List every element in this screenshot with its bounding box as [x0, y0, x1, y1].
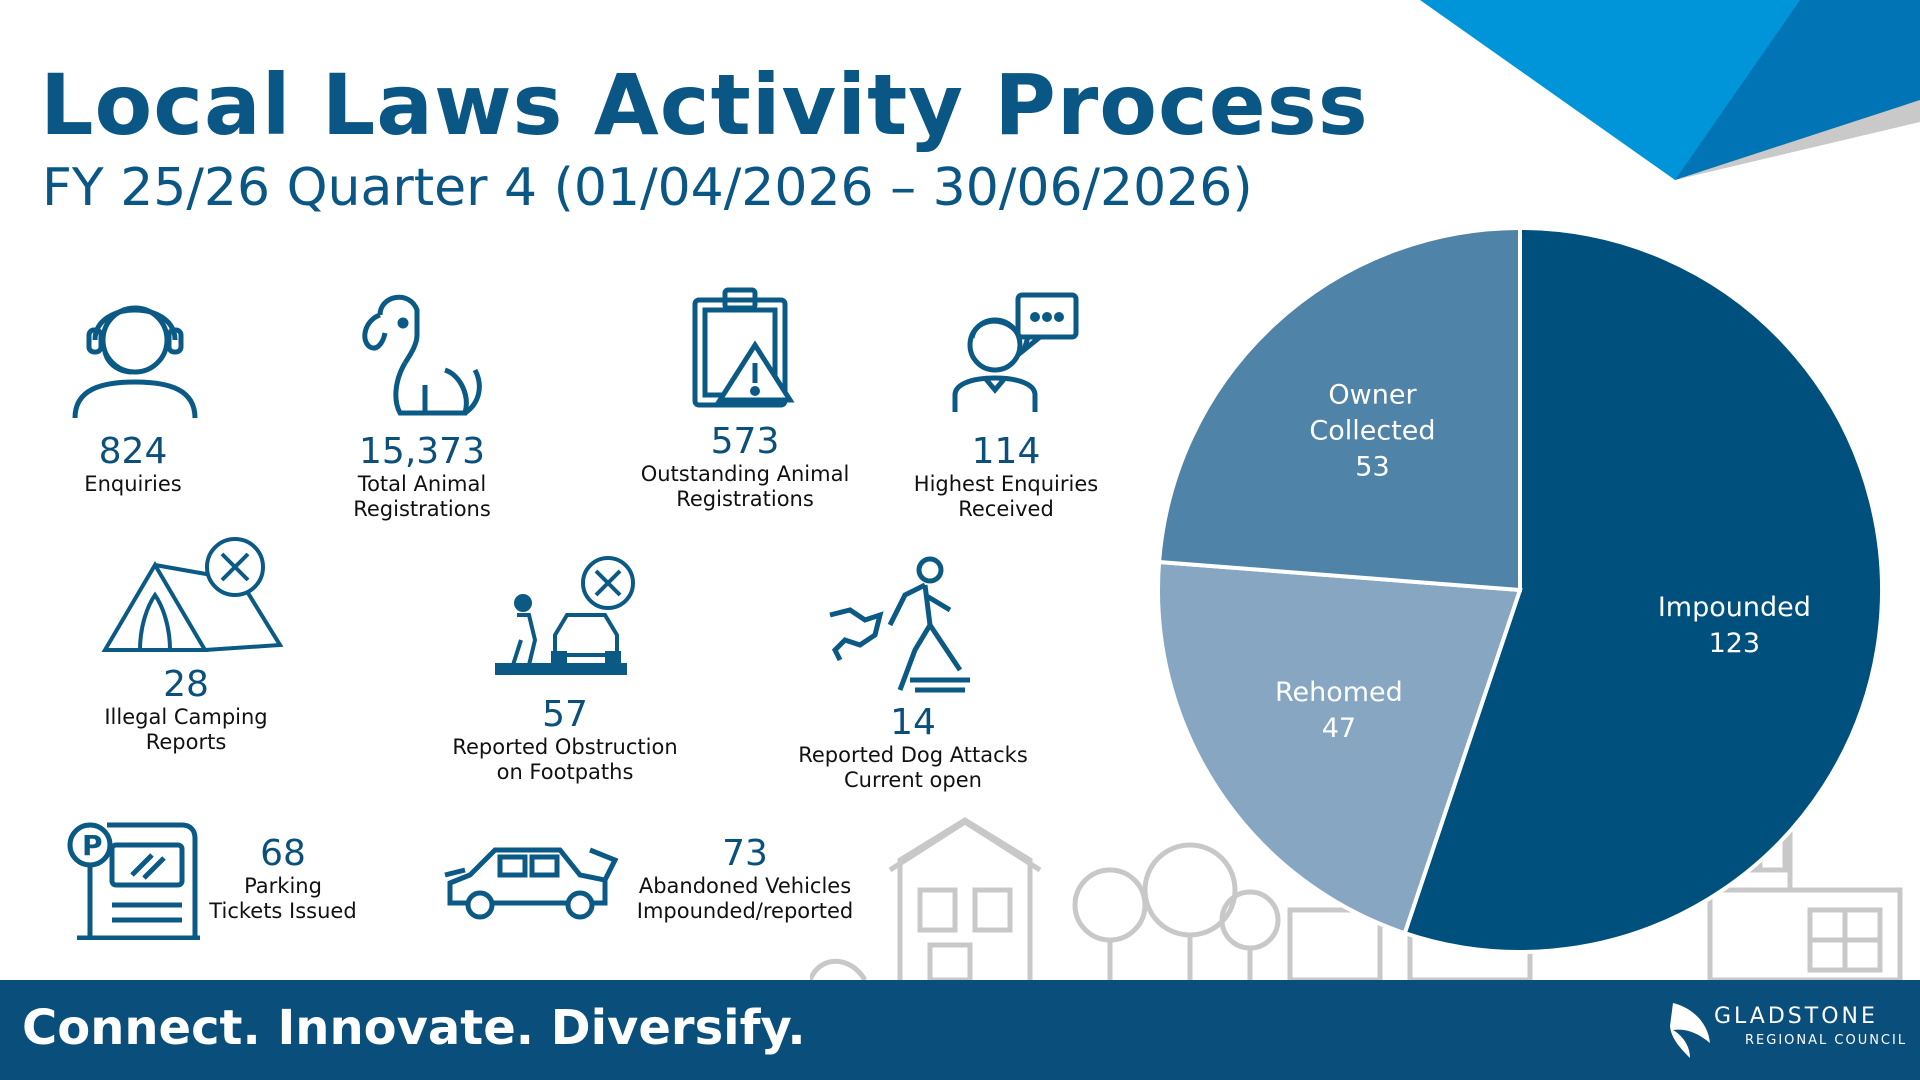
page-title: Local Laws Activity Process — [40, 56, 1369, 154]
stat-parking-tickets: 68 Parking Tickets Issued — [209, 834, 356, 924]
pie-label-rehomed: Rehomed 47 — [1275, 677, 1403, 744]
headset-person-icon — [72, 305, 198, 419]
stat-label: Enquiries — [84, 472, 182, 496]
stat-value: 68 — [260, 833, 306, 874]
footer-tagline: Connect. Innovate. Diversify. — [22, 1000, 806, 1056]
pie-label-impounded: Impounded 123 — [1658, 592, 1811, 659]
pie-slice-owner-collected — [1156, 225, 1522, 593]
tent-prohibited-icon — [101, 537, 284, 652]
stat-value: 28 — [163, 664, 209, 705]
stat-label: Outstanding Animal — [640, 462, 850, 486]
stat-enquiries: 824 Enquiries — [84, 432, 181, 497]
stat-label: Current open — [844, 768, 982, 792]
corner-decoration — [1420, 0, 1920, 180]
pie-slice-impounded — [1402, 225, 1884, 954]
dog-attack-icon — [829, 556, 970, 693]
stat-value: 824 — [98, 431, 168, 472]
impound-outcomes-pie-chart: Impounded 123 Rehomed 47 Owner Collected 53 — [1156, 225, 1884, 954]
stat-label: Registrations — [353, 497, 491, 521]
stat-label: Registrations — [676, 487, 814, 511]
stat-value: 114 — [971, 431, 1041, 472]
stat-label: Reports — [145, 730, 227, 754]
stat-value: 573 — [710, 421, 780, 462]
stat-value: 73 — [722, 833, 768, 874]
stat-animal-registrations: 15,373 Total Animal Registrations — [353, 432, 491, 522]
stat-footpath-obstruction: 57 Reported Obstruction on Footpaths — [452, 695, 677, 785]
dog-icon — [362, 294, 482, 416]
logo-subtitle: REGIONAL COUNCIL — [1745, 1033, 1908, 1048]
stat-illegal-camping: 28 Illegal Camping Reports — [104, 665, 267, 755]
person-speech-bubble-icon — [952, 292, 1079, 412]
clipboard-warning-icon — [692, 287, 795, 408]
stat-label: Illegal Camping — [104, 705, 268, 729]
car-hood-open-icon — [444, 847, 619, 920]
logo-wordmark: GLADSTONE — [1714, 1004, 1878, 1029]
stat-dog-attacks: 14 Reported Dog Attacks Current open — [798, 703, 1028, 793]
footer-bar — [0, 980, 1920, 1080]
stat-label: Total Animal — [357, 472, 487, 496]
stat-label: Abandoned Vehicles — [638, 874, 852, 898]
stat-value: 14 — [890, 702, 936, 743]
stat-value: 57 — [542, 694, 588, 735]
stat-outstanding-registrations: 573 Outstanding Animal Registrations — [641, 422, 850, 512]
parking-meter-icon: P — [67, 822, 200, 940]
stat-label: Impounded/reported — [636, 899, 854, 923]
svg-text:P: P — [82, 829, 103, 862]
stat-label: Reported Obstruction — [452, 735, 678, 759]
pie-slice-rehomed — [1156, 559, 1523, 936]
stat-label: Highest Enquiries — [913, 472, 1099, 496]
council-logo-icon — [1670, 1003, 1710, 1058]
stat-highest-enquiries: 114 Highest Enquiries Received — [914, 432, 1098, 522]
stat-label: Reported Dog Attacks — [798, 743, 1028, 767]
car-blocking-pedestrian-icon — [495, 556, 635, 675]
page-subtitle: FY 25/26 Quarter 4 (01/04/2026 – 30/06/2… — [42, 158, 1253, 218]
stat-label: Received — [958, 497, 1054, 521]
stat-label: Tickets Issued — [209, 899, 357, 923]
pie-label-owner-collected: Owner Collected 53 — [1309, 380, 1435, 483]
stat-value: 15,373 — [359, 431, 485, 472]
stat-abandoned-vehicles: 73 Abandoned Vehicles Impounded/reported — [637, 834, 854, 924]
stat-label: on Footpaths — [496, 760, 634, 784]
stat-label: Parking — [244, 874, 322, 898]
